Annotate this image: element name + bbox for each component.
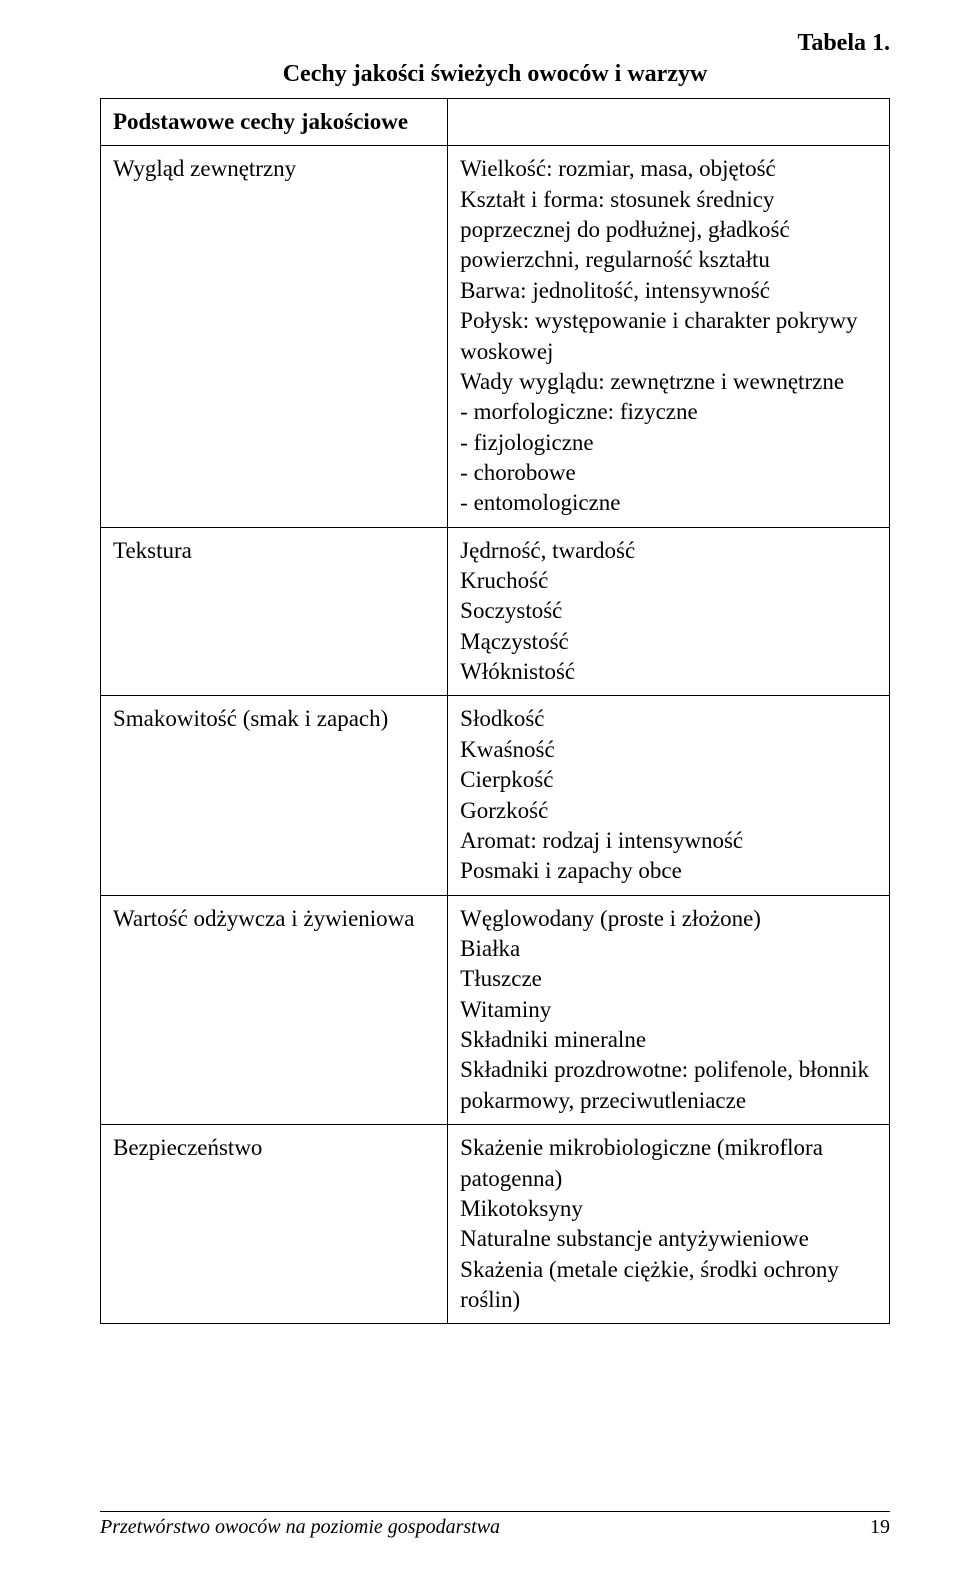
cell-line: - chorobowe [460,458,877,488]
page-footer: Przetwórstwo owoców na poziomie gospodar… [100,1511,890,1539]
cell-line: - morfologiczne: fizyczne [460,397,877,427]
row-right-cell: Skażenie mikrobiologiczne (mikroflora pa… [448,1125,890,1324]
row-left-cell: Wygląd zewnętrzny [101,146,448,527]
table-row: Smakowitość (smak i zapach)SłodkośćKwaśn… [101,696,890,895]
cell-line: Mikotoksyny [460,1194,877,1224]
quality-table: Podstawowe cechy jakościowe Wygląd zewnę… [100,98,890,1324]
cell-line: Kruchość [460,566,877,596]
cell-line: Białka [460,934,877,964]
cell-line: Jędrność, twardość [460,536,877,566]
cell-line: Naturalne substancje antyżywieniowe [460,1224,877,1254]
cell-line: Gorzkość [460,796,877,826]
cell-line: Wady wyglądu: zewnętrzne i wewnętrzne [460,367,877,397]
table-row: Wartość odżywcza i żywieniowaWęglowodany… [101,895,890,1125]
cell-line: Kształt i forma: stosunek średnicy poprz… [460,185,877,276]
row-left-cell: Bezpieczeństwo [101,1125,448,1324]
header-cell-left: Podstawowe cechy jakościowe [101,99,448,146]
cell-line: Słodkość [460,704,877,734]
cell-line: Mączystość [460,627,877,657]
row-right-cell: Wielkość: rozmiar, masa, objętośćKształt… [448,146,890,527]
row-right-cell: SłodkośćKwaśnośćCierpkośćGorzkośćAromat:… [448,696,890,895]
table-caption: Cechy jakości świeżych owoców i warzyw [100,61,890,88]
table-row: Wygląd zewnętrznyWielkość: rozmiar, masa… [101,146,890,527]
table-label: Tabela 1. [100,30,890,57]
cell-line: Posmaki i zapachy obce [460,856,877,886]
row-left-cell: Tekstura [101,527,448,696]
cell-line: Składniki mineralne [460,1025,877,1055]
footer-title: Przetwórstwo owoców na poziomie gospodar… [100,1516,500,1539]
table-body: Wygląd zewnętrznyWielkość: rozmiar, masa… [101,146,890,1324]
cell-line: Składniki prozdrowotne: polifenole, błon… [460,1055,877,1116]
row-right-cell: Jędrność, twardośćKruchośćSoczystośćMącz… [448,527,890,696]
cell-line: Połysk: występowanie i charakter pokrywy… [460,306,877,367]
document-page: Tabela 1. Cechy jakości świeżych owoców … [0,0,960,1579]
cell-line: Skażenia (metale ciężkie, środki ochrony… [460,1255,877,1316]
header-cell-right [448,99,890,146]
cell-line: Cierpkość [460,765,877,795]
cell-line: Witaminy [460,995,877,1025]
footer-page-number: 19 [870,1516,890,1539]
cell-line: Aromat: rodzaj i intensywność [460,826,877,856]
cell-line: Kwaśność [460,735,877,765]
table-row: TeksturaJędrność, twardośćKruchośćSoczys… [101,527,890,696]
cell-line: Węglowodany (proste i złożone) [460,904,877,934]
cell-line: Wielkość: rozmiar, masa, objętość [460,154,877,184]
cell-line: - fizjologiczne [460,428,877,458]
row-right-cell: Węglowodany (proste i złożone)BiałkaTłus… [448,895,890,1125]
table-row: BezpieczeństwoSkażenie mikrobiologiczne … [101,1125,890,1324]
cell-line: - entomologiczne [460,488,877,518]
cell-line: Skażenie mikrobiologiczne (mikroflora pa… [460,1133,877,1194]
table-header-row: Podstawowe cechy jakościowe [101,99,890,146]
row-left-cell: Wartość odżywcza i żywieniowa [101,895,448,1125]
row-left-cell: Smakowitość (smak i zapach) [101,696,448,895]
cell-line: Tłuszcze [460,964,877,994]
cell-line: Soczystość [460,596,877,626]
cell-line: Barwa: jednolitość, intensywność [460,276,877,306]
cell-line: Włóknistość [460,657,877,687]
